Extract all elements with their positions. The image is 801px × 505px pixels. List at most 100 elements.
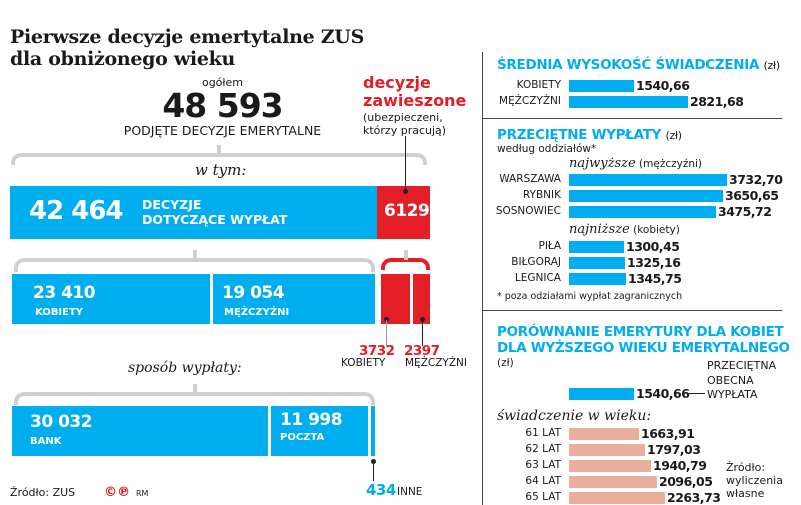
avg-benefit-0-bar: [569, 80, 634, 92]
avg-payout-title: PRZECIĘTNE WYPŁATY (zł): [497, 127, 682, 144]
payout-bar: [10, 186, 377, 239]
comparison-source-1: Źródło:: [726, 461, 766, 474]
branch-0-0-bar: [569, 174, 727, 186]
post-label: POCZTA: [280, 432, 325, 443]
branch-0-1-bar: [569, 190, 723, 202]
lowest-heading-it: najniższe: [569, 222, 630, 237]
suspended-note-2: którzy pracują): [363, 124, 447, 137]
avg-benefit-1-value: 2821,68: [690, 94, 744, 109]
age-4-label: 65 LAT: [525, 491, 561, 503]
brace-suspended: [381, 258, 430, 270]
branch-0-0-value: 3732,70: [729, 172, 783, 187]
branch-1-2-row: LEGNICA 1345,75: [470, 271, 790, 286]
payout-label-1: DECYZJE: [142, 197, 202, 212]
total-label-top: ogółem: [201, 76, 244, 89]
comparison-title: PORÓWNANIE EMERYTURY DLA KOBIET DLA WYŻSZ…: [497, 324, 790, 356]
branch-1-2-value: 1345,75: [628, 271, 682, 286]
other-leader: [373, 461, 374, 481]
men-value: 19 054: [222, 283, 285, 303]
payout-label-2: DOTYCZĄCE WYPŁAT: [142, 212, 288, 227]
age-1-bar: [569, 444, 645, 456]
comparison-title-2: DLA WYŻSZEGO WIEKU EMERYTALNEGO: [497, 340, 790, 356]
comparison-source-3: własne: [726, 487, 765, 500]
age-2-row: 63 LAT 1940,79: [470, 458, 790, 473]
suspended-note-1: (ubezpieczeni,: [363, 111, 443, 124]
avg-payout-title-text: PRZECIĘTNE WYPŁATY: [497, 127, 662, 143]
panel-divider-1: [482, 118, 782, 119]
susp-women-label: KOBIETY: [341, 357, 386, 369]
bank-bar: [12, 406, 268, 456]
avg-payout-unit: (zł): [665, 129, 683, 142]
lowest-heading-note: (kobiety): [633, 224, 680, 236]
women-bar: [12, 274, 210, 324]
copyright-logo: ©℗ RM: [104, 485, 149, 500]
comparison-source-2: wyliczenia: [726, 474, 783, 487]
suspended-value: 6129: [384, 201, 430, 221]
branch-0-1-label: RYBNIK: [522, 189, 561, 201]
women-label: KOBIETY: [35, 307, 84, 318]
age-2-bar: [569, 460, 651, 472]
age-0-row: 61 LAT 1663,91: [470, 426, 790, 441]
susp-men-bar: [413, 274, 430, 324]
age-4-bar: [569, 492, 665, 504]
branch-0-1-row: RYBNIK 3650,65: [470, 188, 790, 203]
bank-value: 30 032: [30, 412, 93, 432]
suspended-title-1: decyzje: [363, 73, 431, 92]
suspended-title: decyzje zawieszone: [363, 74, 466, 110]
branch-0-2-value: 3475,72: [718, 204, 772, 219]
avg-benefit-title: ŚREDNIA WYSOKOŚĆ ŚWIADCZENIA (zł): [497, 57, 780, 74]
branch-1-0-value: 1300,45: [626, 239, 680, 254]
men-label: MĘŻCZYŹNI: [224, 307, 290, 318]
highest-heading-note: (mężczyźni): [639, 158, 703, 170]
suspended-dot: [403, 189, 408, 194]
avg-benefit-1-bar: [569, 96, 688, 108]
current-note-3: WYPŁATA: [707, 388, 758, 401]
branch-1-0-row: PIŁA 1300,45: [470, 239, 790, 254]
comparison-source: Źródło: wyliczenia własne: [726, 461, 783, 500]
current-payout-row: 1540,66: [470, 386, 790, 401]
age-3-label: 64 LAT: [525, 475, 561, 487]
other-value: 434: [366, 481, 396, 499]
current-note-1: PRZECIĘTNA: [707, 359, 777, 372]
branch-0-1-value: 3650,65: [725, 188, 779, 203]
age-1-row: 62 LAT 1797,03: [470, 442, 790, 457]
susp-men-value: 2397: [404, 343, 440, 359]
age-0-value: 1663,91: [641, 426, 695, 441]
method-title: sposób wypłaty:: [128, 360, 242, 376]
avg-benefit-0-value: 1540,66: [636, 78, 690, 93]
branch-1-1-row: BIŁGORAJ 1325,16: [470, 255, 790, 270]
highest-heading: najwyższe (mężczyźni): [569, 156, 702, 171]
branch-1-2-label: LEGNICA: [514, 272, 561, 284]
age-4-value: 2263,73: [667, 490, 721, 505]
susp-women-leader: [386, 320, 387, 346]
susp-women-dot: [384, 317, 389, 322]
avg-benefit-1-row: MĘŻCZYŹNI 2821,68: [470, 94, 790, 109]
current-note-2: OBECNA: [707, 373, 754, 387]
other-bar: [371, 406, 375, 456]
post-value: 11 998: [280, 410, 343, 430]
panel-divider-2: [482, 310, 782, 311]
title-line-1: Pierwsze decyzje emertytalne ZUS: [10, 26, 364, 48]
payout-label: DECYZJE DOTYCZĄCE WYPŁAT: [142, 197, 287, 227]
age-2-label: 63 LAT: [525, 459, 561, 471]
avg-benefit-0-row: KOBIETY 1540,66: [470, 78, 790, 93]
total-value: 48 593: [162, 86, 283, 125]
women-value: 23 410: [33, 283, 96, 303]
age-3-bar: [569, 476, 657, 488]
susp-men-label: MĘŻCZYŹNI: [405, 357, 467, 369]
susp-women-bar: [381, 274, 410, 324]
current-payout-value: 1540,66: [636, 386, 690, 401]
branch-0-0-label: WARSZAWA: [499, 173, 561, 185]
susp-men-leader: [422, 320, 423, 346]
title-line-2: dla obniżonego wieku: [10, 48, 235, 70]
total-block: ogółem 48 593 PODJĘTE DECYZJE EMERYTALNE: [120, 76, 325, 138]
avg-payout-subtitle: według oddziałów*: [497, 143, 597, 155]
age-1-value: 1797,03: [647, 442, 701, 457]
highest-heading-it: najwyższe: [569, 156, 636, 171]
age-3-row: 64 LAT 2096,05: [470, 474, 790, 489]
branch-1-1-value: 1325,16: [627, 255, 681, 270]
age-3-value: 2096,05: [659, 474, 713, 489]
avg-benefit-0-label: KOBIETY: [516, 79, 561, 91]
post-bar: [271, 406, 368, 456]
source-label: Źródło: ZUS: [10, 486, 76, 499]
